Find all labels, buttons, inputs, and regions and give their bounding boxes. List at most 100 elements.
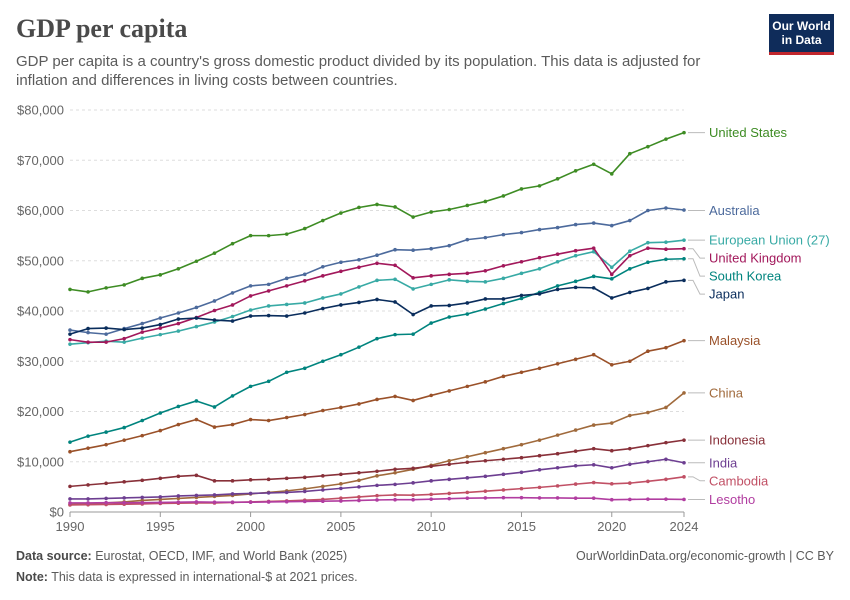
data-point-australia [628,218,632,223]
data-point-india [429,479,433,483]
data-point-lesotho [628,497,632,502]
data-point-india [122,496,126,500]
data-point-european-union-27 [609,265,614,270]
owid-logo[interactable]: Our World in Data [769,14,834,55]
data-point-japan [212,318,217,322]
data-point-european-union-27 [140,336,145,340]
series-line-united-states [69,131,685,293]
data-point-united-kingdom [212,308,217,313]
data-point-australia [393,247,397,252]
data-point-united-kingdom [664,247,668,251]
data-point-lesotho [447,496,452,501]
data-point-malaysia [555,361,560,366]
data-point-india [248,491,253,496]
data-point-united-states [104,286,108,290]
data-point-united-states [411,215,415,219]
data-point-south-korea [609,277,614,281]
data-point-malaysia [501,374,506,379]
data-point-lesotho [483,496,488,500]
data-point-japan [248,314,253,318]
data-point-cambodia [393,493,397,497]
data-point-malaysia [212,425,217,429]
legend-connector-japan [688,279,705,295]
data-point-south-korea [158,411,163,415]
data-point-lesotho [609,497,614,502]
data-point-united-states [501,194,506,198]
data-point-indonesia [483,458,488,463]
data-point-european-union-27 [158,332,163,337]
data-point-india [483,474,488,479]
data-point-united-kingdom [158,326,163,330]
data-source-text: Eurostat, OECD, IMF, and World Bank (202… [95,549,348,563]
data-point-united-kingdom [339,269,343,274]
data-point-south-korea [140,418,145,423]
data-point-cambodia [375,493,379,498]
y-tick-label: $60,000 [17,203,64,218]
data-point-china [465,454,470,459]
data-point-united-states [140,276,145,281]
data-point-australia [519,230,524,235]
data-point-south-korea [628,266,632,271]
data-point-lesotho [248,500,253,505]
data-point-south-korea [321,359,325,364]
data-point-japan [68,332,72,336]
data-point-united-kingdom [248,294,253,298]
data-point-china [393,471,397,475]
data-point-indonesia [248,478,253,482]
data-point-european-union-27 [302,301,307,305]
data-point-south-korea [393,332,397,337]
data-point-lesotho [302,499,307,504]
logo-line-2: in Data [781,33,822,47]
data-point-japan [555,287,560,292]
data-point-united-kingdom [537,255,542,260]
data-point-united-states [248,233,253,238]
data-point-european-union-27 [682,238,686,242]
data-point-australia [483,235,488,240]
data-point-south-korea [339,352,343,357]
data-point-australia [447,243,452,248]
data-point-china [609,421,614,425]
data-point-united-kingdom [447,272,452,277]
data-point-lesotho [393,497,397,502]
data-point-china [573,428,578,432]
data-point-japan [537,292,542,296]
data-point-united-states [483,199,488,204]
data-point-indonesia [465,460,470,465]
data-point-malaysia [646,349,650,354]
data-point-china [501,446,506,451]
data-point-cambodia [682,475,686,479]
data-point-india [86,497,90,501]
data-point-malaysia [447,389,452,393]
data-point-united-kingdom [375,261,379,266]
data-point-australia [321,264,325,269]
x-tick-label: 2024 [670,519,699,534]
data-point-united-kingdom [555,252,560,257]
source-link[interactable]: OurWorldinData.org/economic-growth | CC … [576,549,834,563]
data-point-japan [302,311,307,315]
data-point-south-korea [646,260,650,265]
data-point-south-korea [122,425,126,430]
data-point-lesotho [682,497,686,502]
y-tick-label: $50,000 [17,253,64,268]
legend-connector-united-kingdom [688,248,705,259]
x-tick-label: 2005 [326,519,355,534]
data-point-european-union-27 [447,278,452,282]
data-point-australia [411,248,415,252]
data-point-indonesia [519,455,524,460]
data-point-india [609,465,614,470]
data-point-malaysia [591,352,596,357]
y-tick-label: $80,000 [17,103,64,118]
data-point-malaysia [321,408,325,413]
data-point-united-kingdom [302,279,307,283]
x-tick-label: 2015 [507,519,536,534]
data-point-indonesia [194,473,199,478]
legend-connector-cambodia [688,476,705,482]
data-point-australia [465,237,470,242]
data-point-united-states [465,203,470,208]
data-point-japan [682,278,686,283]
data-point-australia [682,208,686,212]
data-point-european-union-27 [284,302,289,307]
data-point-australia [609,223,614,228]
data-point-european-union-27 [375,278,379,283]
data-point-india [321,488,325,492]
